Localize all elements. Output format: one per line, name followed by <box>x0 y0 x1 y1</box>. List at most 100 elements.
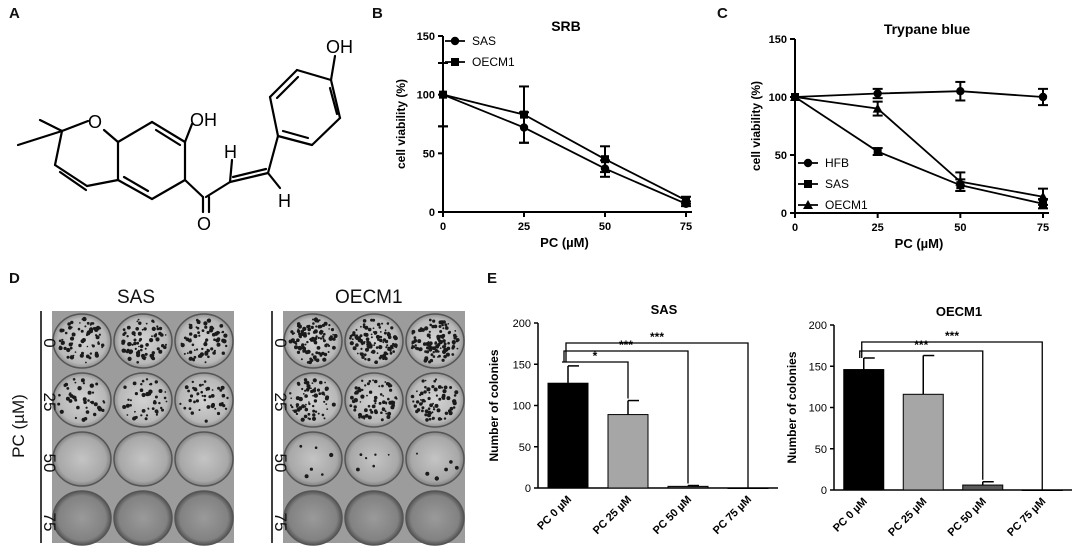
colony <box>323 417 326 420</box>
colony <box>424 385 427 389</box>
significance-bracket <box>563 350 689 484</box>
colony <box>67 322 71 326</box>
colony <box>312 378 317 383</box>
x-tick-label: PC 75 µM <box>1005 496 1048 539</box>
colony <box>393 343 398 348</box>
data-point <box>519 123 529 132</box>
h-label-1: H <box>224 142 237 162</box>
colony <box>135 327 139 331</box>
colony <box>76 405 80 410</box>
colony <box>70 326 73 329</box>
colony <box>387 411 392 416</box>
colony <box>123 385 127 389</box>
colony <box>69 392 72 395</box>
legend-marker <box>803 200 813 209</box>
colony <box>360 325 362 328</box>
y-tick-label: 150 <box>513 359 531 371</box>
colony <box>379 393 383 396</box>
colony <box>201 394 204 397</box>
colony <box>410 394 415 399</box>
colony <box>132 381 137 386</box>
colony <box>374 360 379 365</box>
colony <box>153 334 157 338</box>
colony <box>292 341 295 344</box>
colony <box>155 410 159 414</box>
colony <box>309 337 314 342</box>
colony <box>221 402 224 405</box>
colony <box>188 357 192 361</box>
colony <box>69 355 75 360</box>
colony <box>377 335 381 339</box>
colony <box>441 333 446 338</box>
colony <box>354 386 358 390</box>
colony <box>222 404 226 408</box>
colony <box>154 409 159 414</box>
colony <box>415 409 419 414</box>
colony <box>310 338 314 342</box>
colony <box>298 396 303 402</box>
series-line <box>442 93 687 202</box>
colony <box>101 346 104 349</box>
colony <box>126 335 129 338</box>
colony <box>297 382 301 386</box>
panel-letter-d: D <box>9 270 20 287</box>
colony <box>437 337 441 341</box>
colony <box>445 326 449 330</box>
colony <box>91 391 95 394</box>
colony <box>121 348 126 353</box>
colony <box>428 360 432 364</box>
colony <box>220 385 225 390</box>
colony <box>370 351 373 354</box>
significance-bracket <box>861 341 1043 490</box>
colony <box>424 350 427 353</box>
colony <box>188 325 193 330</box>
colony <box>209 325 214 330</box>
colony <box>317 324 322 329</box>
colony <box>435 394 438 397</box>
colony <box>385 401 388 404</box>
colony <box>426 346 430 350</box>
colony <box>373 342 376 345</box>
colony <box>296 407 301 412</box>
colony <box>449 406 454 411</box>
colony <box>424 379 427 382</box>
colony <box>369 344 373 349</box>
colony <box>432 402 434 405</box>
colony <box>141 392 146 398</box>
colony <box>164 391 167 393</box>
colony <box>452 401 457 406</box>
colony <box>316 319 320 323</box>
colony <box>148 383 151 386</box>
colony <box>218 331 221 334</box>
colony <box>361 379 364 382</box>
colony <box>141 409 146 413</box>
colony <box>311 382 314 384</box>
colony <box>425 357 429 361</box>
colony <box>315 358 320 363</box>
colony <box>418 393 422 397</box>
colony <box>86 331 91 336</box>
colony <box>448 330 452 334</box>
colony <box>307 417 310 420</box>
colony <box>384 381 387 383</box>
colony <box>221 338 226 343</box>
colony <box>327 344 331 347</box>
colony <box>139 388 144 393</box>
colony <box>122 328 126 331</box>
plate-dose-oecm1-50: 50 <box>271 453 290 473</box>
colony <box>314 320 318 323</box>
colony <box>144 417 148 421</box>
colony <box>356 336 361 341</box>
legend-label: HFB <box>825 156 849 170</box>
colony <box>98 327 102 330</box>
well <box>405 313 465 369</box>
colony <box>443 354 447 359</box>
colony <box>301 404 305 409</box>
colony <box>148 389 153 394</box>
colony <box>197 354 202 358</box>
colony <box>217 332 220 335</box>
colony <box>413 404 417 408</box>
legend-marker <box>804 180 812 188</box>
colony <box>303 378 308 382</box>
colony <box>421 392 424 396</box>
